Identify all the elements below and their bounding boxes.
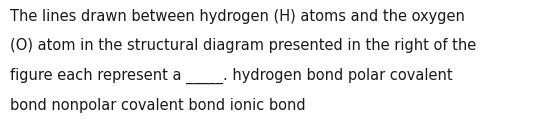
Text: (O) atom in the structural diagram presented in the right of the: (O) atom in the structural diagram prese… xyxy=(10,38,477,53)
Text: figure each represent a _____. hydrogen bond polar covalent: figure each represent a _____. hydrogen … xyxy=(10,68,453,84)
Text: The lines drawn between hydrogen (H) atoms and the oxygen: The lines drawn between hydrogen (H) ato… xyxy=(10,9,465,24)
Text: bond nonpolar covalent bond ionic bond: bond nonpolar covalent bond ionic bond xyxy=(10,98,306,113)
